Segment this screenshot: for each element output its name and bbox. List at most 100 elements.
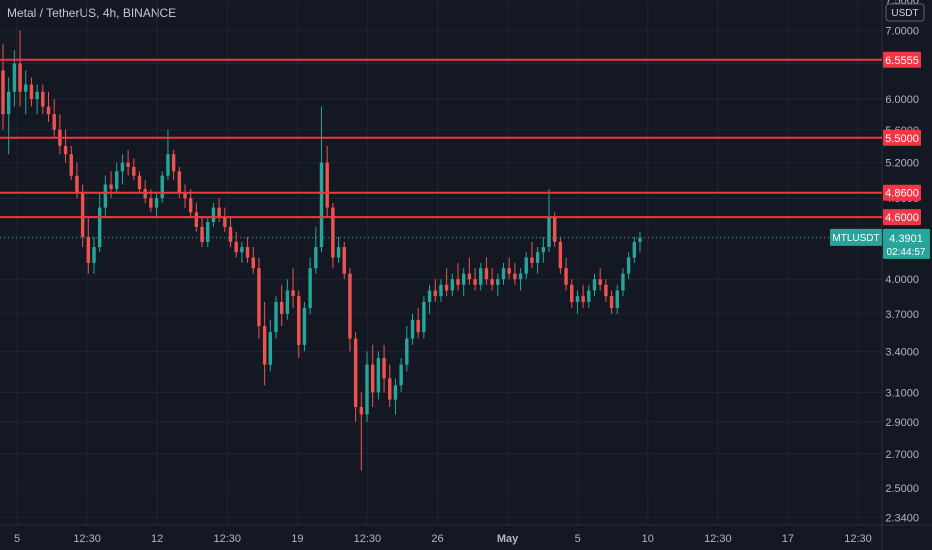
candle-body [598,279,602,285]
candle-body [439,284,443,297]
candle-body [467,273,472,280]
currency-label: USDT [891,8,918,19]
candle-body [115,171,119,190]
candle-body [314,247,318,269]
candle-body [570,284,574,302]
candle-body [501,268,506,280]
candle-body [552,217,557,242]
y-tick-label: 2.9000 [885,417,919,429]
candle-body [160,175,164,199]
candle-body [632,241,637,258]
candle-body [137,175,142,190]
current-price-label: 4.3901 [889,233,923,245]
candle-body [92,247,96,263]
candle-body [75,175,79,194]
y-tick-label: 3.7000 [885,309,919,321]
candle-body [331,207,335,258]
level-price-label: 6.5555 [885,55,919,67]
candle-body [12,63,17,92]
level-price-tag [883,184,921,201]
y-tick-label: 4.0000 [885,274,919,286]
candle-body [63,145,68,155]
candle-body [154,198,159,208]
x-tick-label: 10 [642,533,654,545]
candle-body [530,257,534,263]
candle-body [558,241,563,269]
candle-body [188,198,193,213]
candle-body [535,252,540,263]
level-price-tag [883,129,921,146]
candle-body [370,364,375,393]
candle-body [638,237,642,242]
candle-body [183,193,187,199]
candle-body [376,357,381,393]
x-tick-label: 17 [782,533,794,545]
y-tick-label: 2.3400 [885,512,919,524]
candle-body [274,301,278,333]
symbol-tag [830,228,882,246]
candle-body [479,268,483,285]
candle-body [575,296,580,302]
candle-body [257,268,261,327]
candle-countdown: 02:44:57 [887,247,926,258]
candle-body [496,279,500,285]
candle-body [18,63,22,92]
x-tick-label: 12:30 [704,533,732,545]
level-price-label: 4.6000 [885,212,919,224]
candle-body [461,273,466,285]
x-tick-label: 5 [575,533,581,545]
currency-badge[interactable] [885,3,925,22]
x-tick-label: May [497,533,519,545]
candle-body [405,338,409,365]
x-tick-label: 26 [431,533,443,545]
candle-body [444,284,449,291]
candle-body [200,226,204,242]
candle-body [41,91,45,107]
candle-body [262,326,267,365]
candle-body [291,290,295,297]
candle-body [86,236,91,263]
candle-body [473,279,477,285]
candle-body [609,296,614,308]
y-tick-label: 5.2000 [885,158,919,170]
candle-body [518,273,523,280]
x-tick-label: 12:30 [213,533,241,545]
candle-body [234,241,238,253]
candle-body [132,166,136,176]
candle-body [24,84,28,92]
candle-body [382,357,386,379]
candle-body [120,162,125,172]
candle-body [228,226,233,242]
current-price-tag [883,228,930,259]
candle-body [433,290,437,297]
candle-body [427,290,432,302]
candle-body [285,290,290,314]
candle-body [490,279,494,285]
candle-body [302,307,307,345]
candle-body [177,171,182,194]
candle-body [35,91,39,100]
candle-body [365,364,369,415]
candle-body [513,273,517,280]
level-price-label: 4.8600 [885,188,919,200]
x-tick-label: 12:30 [354,533,382,545]
y-tick-label: 2.7000 [885,449,919,461]
y-tick-label: 7.0000 [885,26,919,38]
candle-body [240,247,244,253]
candle-body [297,296,301,345]
candle-body [541,247,546,253]
candle-body [547,217,551,248]
candle-body [166,154,170,176]
candle-body [604,284,608,297]
candle-body [149,198,153,208]
candle-body [126,162,130,167]
candle-body [52,114,56,130]
candle-body [393,385,398,400]
x-tick-label: 19 [291,533,303,545]
candle-body [211,207,216,222]
candle-body [279,301,284,314]
candle-body [319,162,324,248]
candle-body [245,247,250,258]
candle-body [97,207,102,248]
